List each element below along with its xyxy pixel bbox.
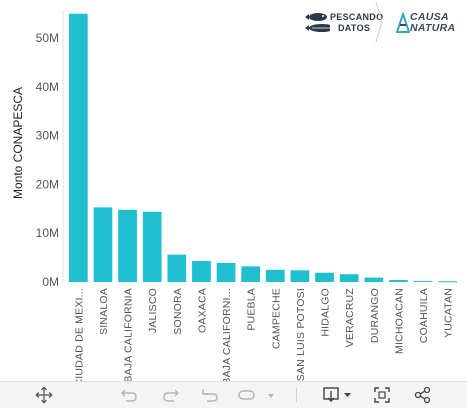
bar[interactable] (364, 277, 384, 282)
fullscreen-icon (374, 387, 390, 403)
y-tick-label: 0M (42, 275, 59, 289)
share-button[interactable] (412, 386, 434, 404)
fish-icon (305, 13, 327, 21)
bar[interactable] (438, 281, 458, 283)
bar[interactable] (241, 266, 261, 282)
redo-button[interactable] (160, 386, 182, 404)
y-tick-label: 50M (36, 31, 59, 45)
fish-icon (305, 24, 330, 32)
bar[interactable] (216, 262, 236, 282)
bar[interactable] (167, 254, 187, 282)
y-axis: 0M 10M 20M 30M 40M 50M (36, 10, 64, 289)
bar-chart: 0M 10M 20M 30M 40M 50M CIUDAD DE MEXI... SINAL… (11, 10, 458, 381)
pescando-datos-logo[interactable]: PESCANDO DATOS (304, 11, 383, 35)
x-tick-label: YUCATAN (443, 288, 455, 338)
bar[interactable] (265, 269, 285, 282)
y-tick-label: 30M (36, 129, 59, 143)
bar[interactable] (142, 211, 162, 282)
fullscreen-button[interactable] (371, 386, 393, 404)
datos-text: DATOS (338, 23, 371, 33)
causa-natura-mark-icon (396, 12, 410, 33)
revert-button[interactable] (199, 386, 221, 404)
x-tick-label: PUEBLA (246, 288, 258, 331)
x-tick-label: VERACRUZ (344, 288, 356, 348)
bar[interactable] (339, 274, 359, 282)
bars-group (68, 13, 458, 283)
x-tick-label: SONORA (172, 288, 184, 335)
redo-icon (163, 389, 179, 402)
move-icon (35, 386, 53, 404)
causa-natura-logo[interactable]: CAUSA NATURA (396, 10, 466, 36)
bar[interactable] (192, 261, 211, 282)
pescando-text: PESCANDO (330, 12, 384, 22)
x-tick-label: CAMPECHE (270, 288, 282, 349)
toolbar-separator (296, 388, 297, 402)
y-tick-label: 20M (36, 177, 59, 191)
x-tick-label: CIUDAD DE MEXI... (73, 288, 85, 381)
bar[interactable] (93, 207, 113, 282)
bar[interactable] (68, 13, 88, 282)
x-axis: CIUDAD DE MEXI... SINALOA BAJA CALIFORNIA J… (73, 288, 454, 381)
revert-icon (202, 389, 218, 402)
natura-text: NATURA (410, 22, 456, 34)
x-tick-label: BAJA CALIFORNI... (221, 288, 233, 381)
bar[interactable] (389, 280, 408, 282)
move-button[interactable] (34, 386, 54, 404)
toolbar (0, 381, 467, 408)
bar[interactable] (118, 209, 137, 282)
y-tick-label: 10M (36, 226, 59, 240)
x-tick-label: OAXACA (196, 288, 208, 333)
x-tick-label: SAN LUIS POTOSI (295, 288, 307, 381)
bar[interactable] (413, 281, 433, 283)
y-tick-label: 40M (36, 80, 59, 94)
x-tick-label: JALISCO (147, 288, 159, 333)
undo-button[interactable] (118, 386, 140, 404)
pause-updates-button[interactable] (236, 386, 278, 404)
causa-text: CAUSA (410, 11, 449, 23)
x-tick-label: DURANGO (369, 288, 381, 343)
pause-icon (238, 390, 274, 400)
x-tick-label: COAHUILA (418, 288, 430, 343)
download-icon (323, 387, 351, 402)
undo-icon (121, 389, 137, 402)
x-tick-label: HIDALGO (320, 288, 332, 337)
x-tick-label: BAJA CALIFORNIA (123, 288, 135, 381)
x-tick-label: MICHOACAN (393, 288, 405, 354)
x-tick-label: SINALOA (98, 288, 110, 335)
y-axis-label: Monto CONAPESCA (11, 87, 25, 199)
bar[interactable] (315, 272, 334, 282)
download-button[interactable] (321, 386, 355, 404)
divider-chevron (375, 2, 383, 42)
bar[interactable] (290, 270, 310, 282)
logo-area: PESCANDO DATOS CAUSA NATURA (298, 2, 466, 42)
share-icon (414, 386, 431, 404)
